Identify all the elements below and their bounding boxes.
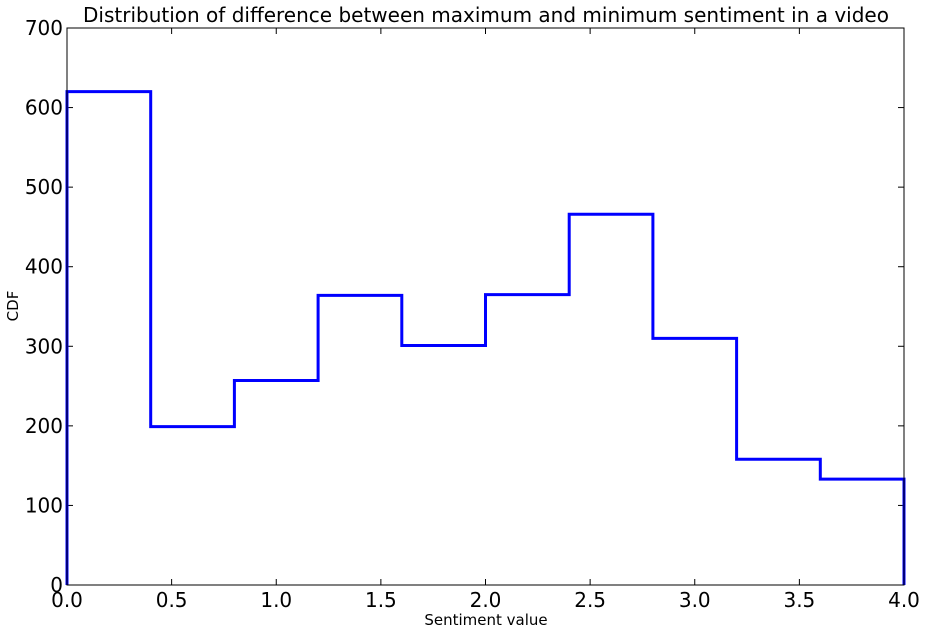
y-axis-label: CDF [4,291,22,322]
histogram-step-line [65,90,906,585]
x-tick-label: 3.0 [679,588,711,612]
y-tick-label: 500 [25,175,63,199]
x-tick-label: 1.5 [365,588,397,612]
chart-title: Distribution of difference between maxim… [83,3,889,27]
x-axis-label: Sentiment value [424,611,547,629]
y-axis-ticks: 0 100 200 300 400 500 600 700 [25,16,904,597]
y-tick-label: 0 [50,573,63,597]
x-tick-label: 2.5 [574,588,606,612]
x-axis-ticks: 0.0 0.5 1.0 1.5 2.0 2.5 3.0 3.5 4.0 [51,28,920,612]
x-tick-label: 2.0 [470,588,502,612]
x-tick-label: 0.0 [51,588,83,612]
y-tick-label: 200 [25,414,63,438]
y-tick-label: 400 [25,255,63,279]
plot-frame [66,27,905,586]
histogram-series [65,90,906,585]
x-tick-label: 3.5 [783,588,815,612]
y-tick-label: 100 [25,493,63,517]
x-tick-label: 1.0 [260,588,292,612]
y-tick-label: 700 [25,16,63,40]
y-tick-label: 600 [25,96,63,120]
x-tick-label: 0.5 [156,588,188,612]
y-tick-label: 300 [25,334,63,358]
x-tick-label: 4.0 [888,588,920,612]
